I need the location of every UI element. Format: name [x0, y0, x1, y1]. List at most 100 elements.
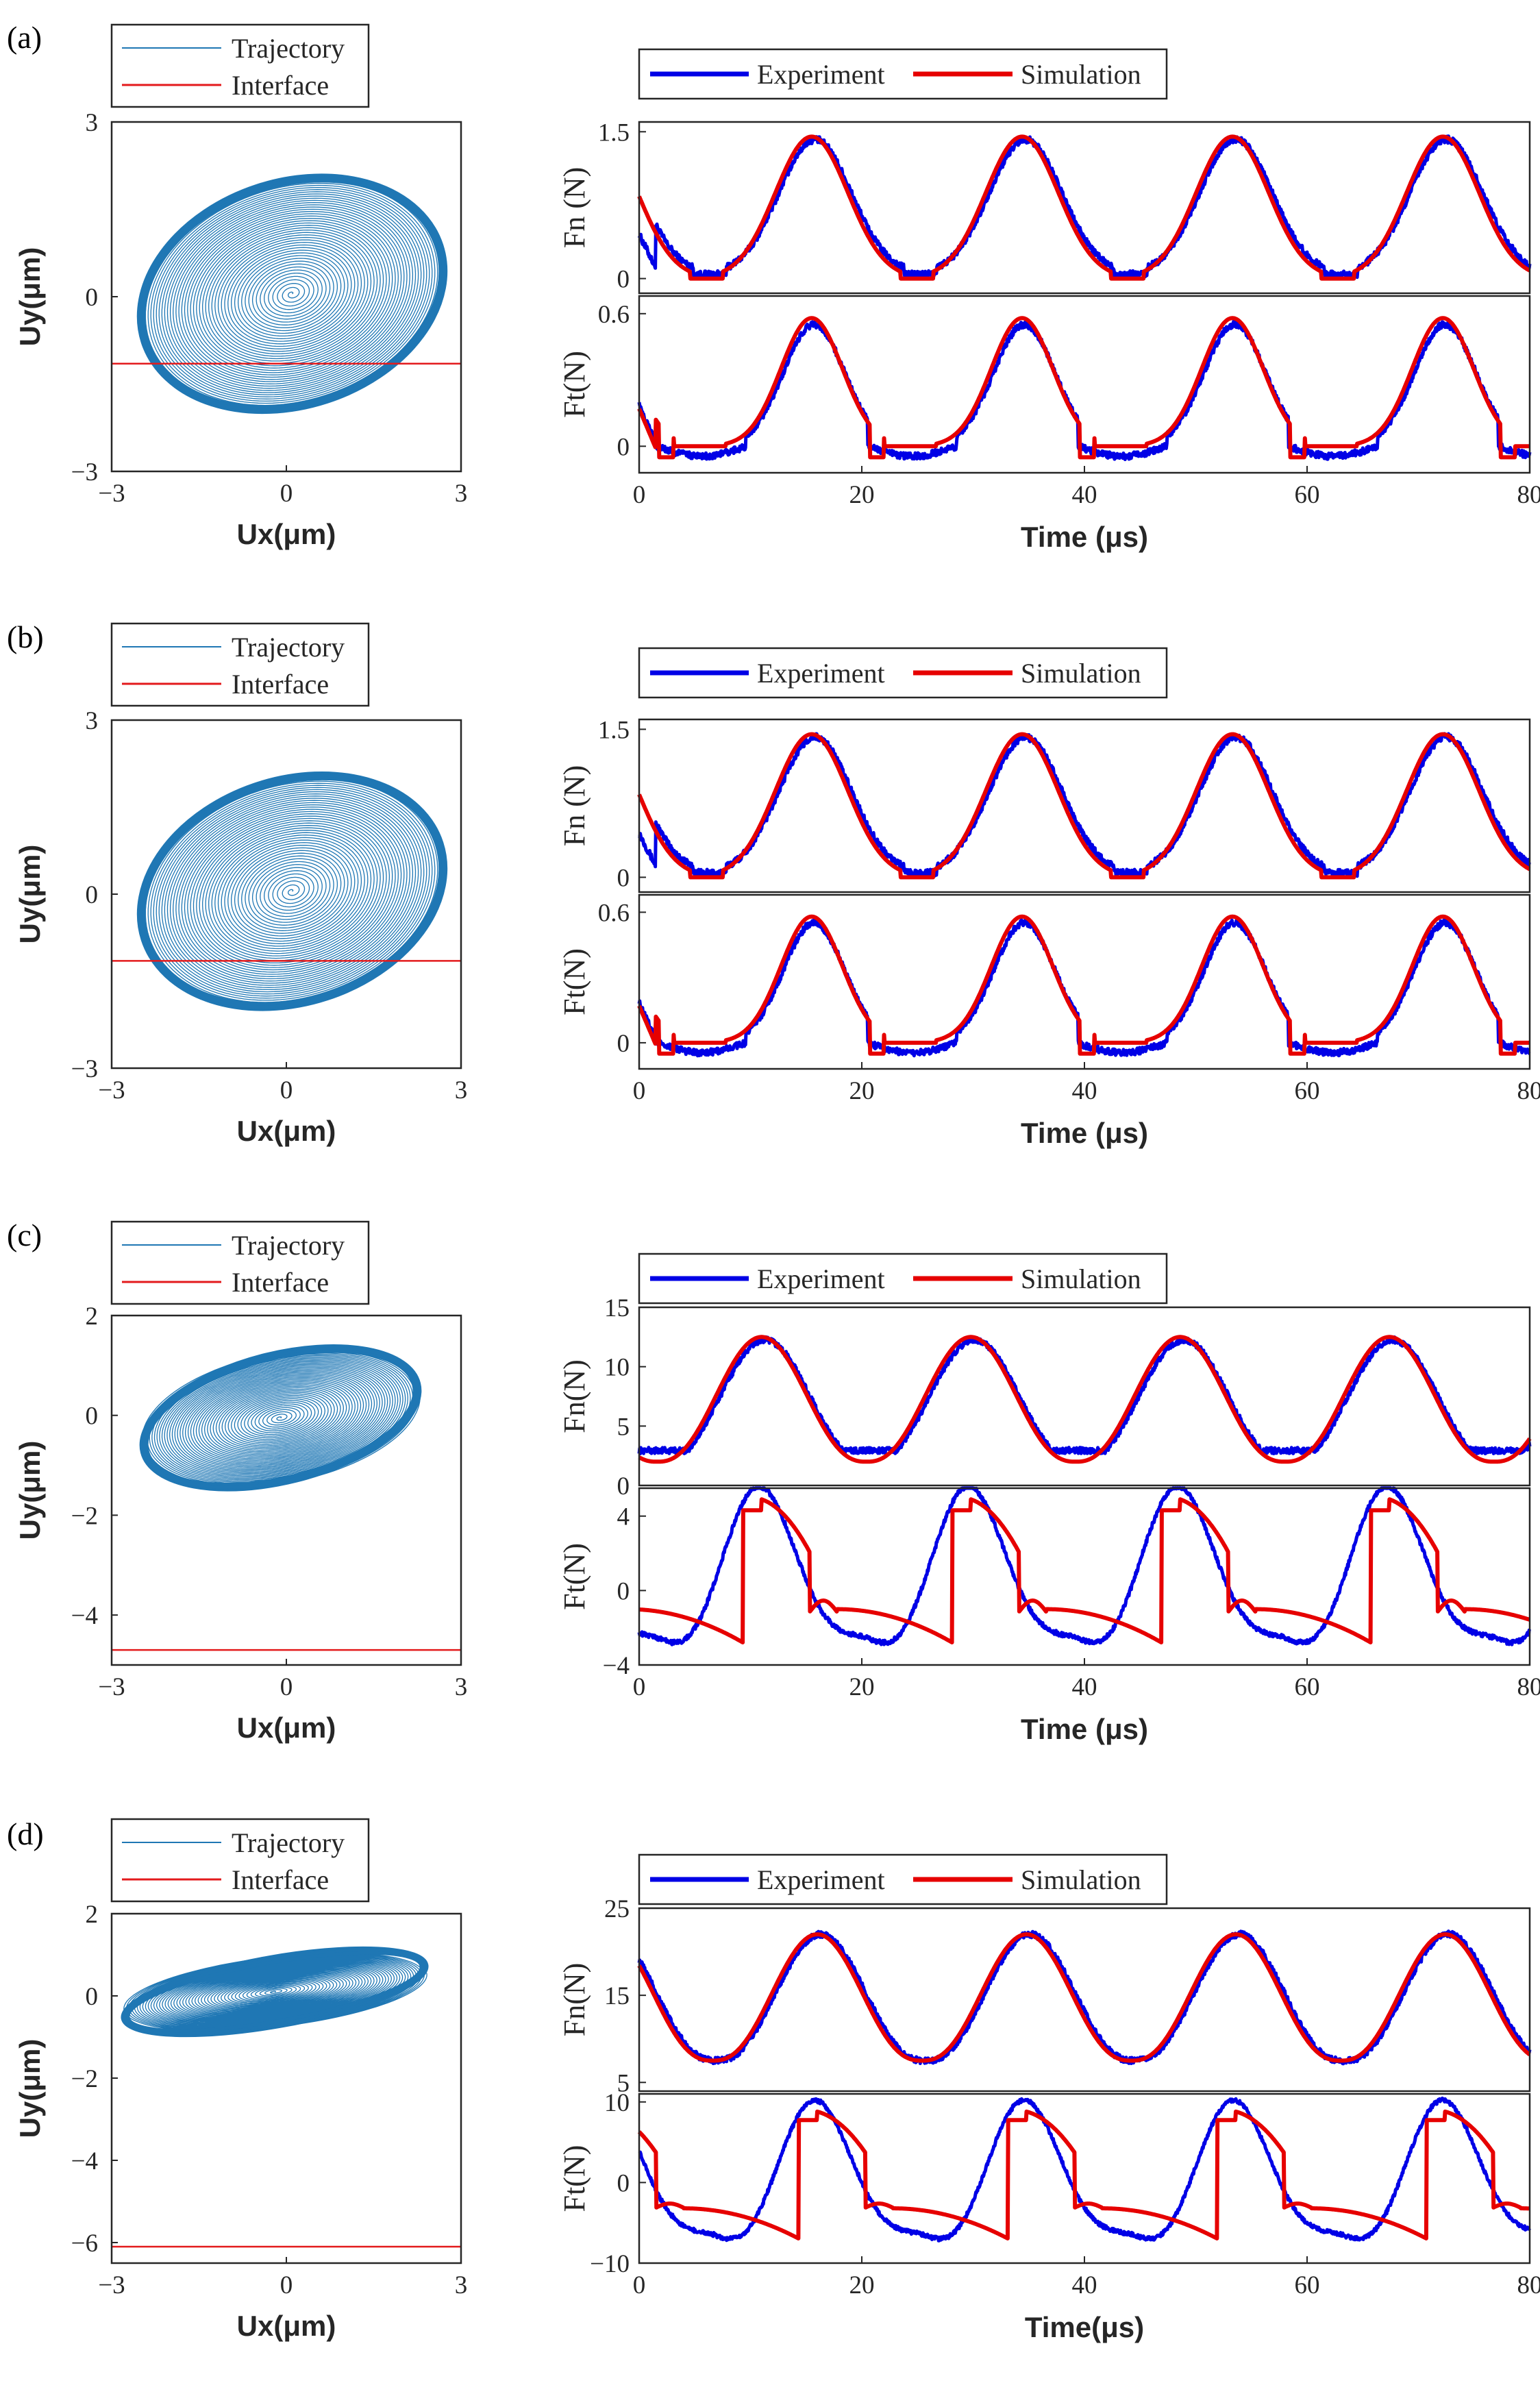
y-tick-label: −4: [71, 1602, 98, 1630]
legend-simulation-label: Simulation: [1021, 1263, 1141, 1294]
x-tick-label: 40: [1072, 1673, 1097, 1701]
legend-interface-label: Interface: [232, 669, 329, 700]
legend-simulation-label: Simulation: [1021, 59, 1141, 90]
x-tick-label: 20: [849, 1673, 875, 1701]
x-tick-label: 20: [849, 481, 875, 509]
x-tick-label: 60: [1295, 481, 1320, 509]
panel-label: (b): [7, 619, 44, 654]
x-tick-label: 80: [1517, 1673, 1540, 1701]
y-tick-label: 0: [86, 284, 99, 312]
legend-trajectory-label: Trajectory: [232, 1827, 345, 1858]
panel-4: (d) Trajectory Interface −3 0 3 −6 −4 −2 0 2 Ux(μm)…: [7, 1816, 1540, 2343]
legend-simulation-label: Simulation: [1021, 658, 1141, 689]
y-tick-label: 5: [617, 2069, 630, 2097]
panel-2: (b) Trajectory Interface −3 0 3 −3 0 3 Ux(μm) Uy(μ…: [7, 619, 1540, 1149]
y-tick-label: 0: [86, 881, 99, 909]
legend-interface-label: Interface: [232, 1864, 329, 1895]
legend-trajectory-label: Trajectory: [232, 33, 345, 64]
time-xlabel: Time (μs): [1021, 521, 1148, 553]
fn-simulation-line: [637, 732, 1532, 880]
fn-ylabel: Fn (N): [558, 167, 591, 249]
fn-plot: 0 1.5Fn (N): [558, 119, 1532, 295]
fn-plot: 5 15 25 Fn(N): [558, 1895, 1532, 2097]
fn-axes-frame: [638, 1306, 1531, 1487]
fn-experiment-line: [637, 1335, 1532, 1456]
y-tick-label: −10: [590, 2250, 630, 2278]
force-legend: Experiment Simulation: [638, 48, 1168, 100]
legend-box: [110, 1818, 370, 1903]
x-tick-label: 3: [455, 2271, 468, 2299]
trajectory-outer-band: [126, 1951, 423, 2033]
fn-ylabel: Fn(N): [558, 1359, 591, 1433]
trajectory-outer-band: [145, 1349, 417, 1486]
x-tick-label: 3: [455, 1076, 468, 1104]
panel-3: (c) Trajectory Interface −3 0 3 −4 −2 0 2 Ux(μm) Uy…: [7, 1218, 1540, 1745]
y-tick-label: 0: [617, 864, 630, 892]
ft-simulation-line: [637, 914, 1532, 1056]
y-tick-label: 3: [86, 707, 99, 735]
x-tick-label: −3: [98, 2271, 125, 2299]
trajectory-plot: −3 0 3 −3 0 3 Ux(μm) Uy(μm): [14, 109, 467, 550]
x-tick-label: 80: [1517, 2271, 1540, 2299]
x-tick-label: 3: [455, 1673, 468, 1701]
trajectory-outer-band: [139, 774, 445, 1009]
fn-simulation-line: [637, 134, 1532, 281]
legend-experiment-label: Experiment: [757, 1864, 885, 1895]
ft-simulation-line: [637, 1497, 1532, 1644]
trajectory-legend: Trajectory Interface: [110, 1818, 370, 1903]
trajectory-outer-band: [139, 1344, 422, 1492]
fn-ylabel: Fn (N): [558, 765, 591, 847]
ft-ylabel: Ft(N): [558, 351, 591, 418]
x-tick-label: 80: [1517, 1077, 1540, 1105]
trajectory-ylabel: Uy(μm): [14, 1441, 46, 1540]
x-tick-label: 0: [633, 1673, 646, 1701]
trajectory-outer-band: [123, 1949, 426, 2035]
time-xlabel: Time (μs): [1021, 1117, 1148, 1149]
legend-interface-label: Interface: [232, 1267, 329, 1298]
ft-simulation-line: [637, 2109, 1532, 2241]
legend-box: [110, 1220, 370, 1305]
ft-axes-bg: [639, 296, 1530, 473]
trajectory-outer-band: [121, 1946, 429, 2038]
x-tick-label: 40: [1072, 2271, 1097, 2299]
y-tick-label: 5: [617, 1413, 630, 1441]
x-tick-label: −3: [98, 1076, 125, 1104]
legend-experiment-label: Experiment: [757, 658, 885, 689]
ft-ylabel: Ft(N): [558, 948, 591, 1015]
trajectory-outer-band: [139, 176, 445, 412]
x-tick-label: 60: [1295, 1673, 1320, 1701]
y-tick-label: 4: [617, 1503, 630, 1531]
y-tick-label: −2: [71, 2065, 98, 2093]
ft-plot: 0 0.6Ft(N) 0 20 40 60 80 Time (μs): [558, 893, 1540, 1149]
x-tick-label: 0: [280, 480, 293, 508]
trajectory-plot: −3 0 3 −3 0 3 Ux(μm) Uy(μm): [14, 707, 468, 1147]
trajectory-outer-band: [142, 776, 443, 1006]
time-xlabel: Time(μs): [1025, 2311, 1144, 2343]
ft-simulation-line: [637, 316, 1532, 460]
y-tick-label: −3: [71, 1055, 98, 1083]
trajectory-ylabel: Uy(μm): [14, 2039, 46, 2138]
legend-simulation-label: Simulation: [1021, 1864, 1141, 1895]
trajectory-xlabel: Ux(μm): [237, 518, 336, 550]
panel-label: (c): [7, 1218, 42, 1252]
trajectory-outer-band: [142, 1346, 419, 1489]
fn-plot: 0 1.5Fn (N): [558, 716, 1532, 893]
x-tick-label: 20: [849, 2271, 875, 2299]
y-tick-label: 2: [86, 1303, 99, 1331]
fn-ylabel: Fn(N): [558, 1963, 591, 2037]
trajectory-outer-band: [136, 771, 448, 1011]
y-tick-label: −4: [603, 1652, 630, 1680]
x-tick-label: 0: [633, 1077, 646, 1105]
y-tick-label: 3: [86, 109, 99, 137]
trajectory-plot: −3 0 3 −4 −2 0 2 Ux(μm) Uy(μm): [14, 1303, 467, 1744]
panel-label: (a): [7, 20, 42, 55]
fn-axes-bg: [639, 1908, 1530, 2091]
x-tick-label: 20: [849, 1077, 875, 1105]
y-tick-label: 10: [604, 1354, 630, 1382]
trajectory-legend: Trajectory Interface: [110, 622, 370, 707]
y-tick-label: 0: [617, 433, 630, 461]
force-legend: Experiment Simulation: [638, 647, 1168, 699]
legend-trajectory-label: Trajectory: [232, 1230, 345, 1261]
y-tick-label: 1.5: [598, 119, 630, 147]
fn-simulation-line: [637, 1932, 1532, 2063]
